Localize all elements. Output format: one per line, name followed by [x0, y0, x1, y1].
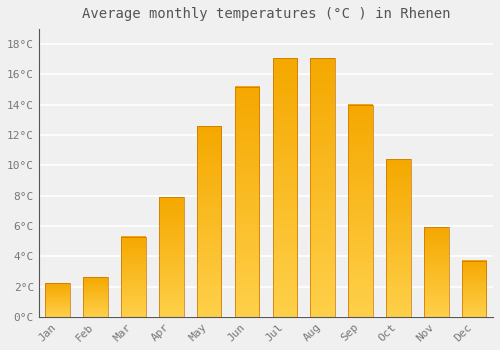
Bar — [84, 278, 108, 317]
Bar — [159, 197, 184, 317]
Bar — [272, 58, 297, 317]
Bar — [386, 159, 410, 317]
Bar — [234, 86, 260, 317]
Bar — [348, 105, 373, 317]
Bar — [197, 126, 222, 317]
Bar — [462, 261, 486, 317]
Bar — [310, 58, 335, 317]
Bar — [121, 237, 146, 317]
Bar — [46, 284, 70, 317]
Title: Average monthly temperatures (°C ) in Rhenen: Average monthly temperatures (°C ) in Rh… — [82, 7, 450, 21]
Bar — [424, 228, 448, 317]
